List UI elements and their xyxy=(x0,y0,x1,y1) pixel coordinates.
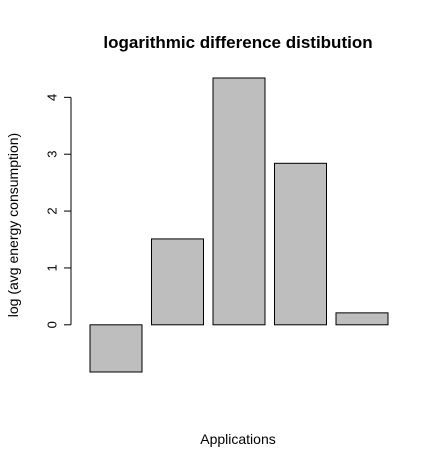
bar-2 xyxy=(151,238,204,326)
y-tick-label-1: 1 xyxy=(45,264,60,271)
bars-group xyxy=(89,77,389,373)
y-tick-label-4: 4 xyxy=(45,94,60,101)
y-tick-label-2: 2 xyxy=(45,207,60,214)
y-axis: 0 1 2 3 4 xyxy=(45,94,72,328)
x-axis-label: Applications xyxy=(200,431,276,447)
y-tick-label-0: 0 xyxy=(45,321,60,328)
chart-title: logarithmic difference distibution xyxy=(103,33,372,52)
bar-4 xyxy=(274,162,327,326)
bar-1 xyxy=(89,324,143,373)
bar-3 xyxy=(212,77,266,326)
y-axis-label: log (avg energy consumption) xyxy=(5,133,21,317)
y-tick-label-3: 3 xyxy=(45,151,60,158)
bar-5 xyxy=(335,312,389,326)
